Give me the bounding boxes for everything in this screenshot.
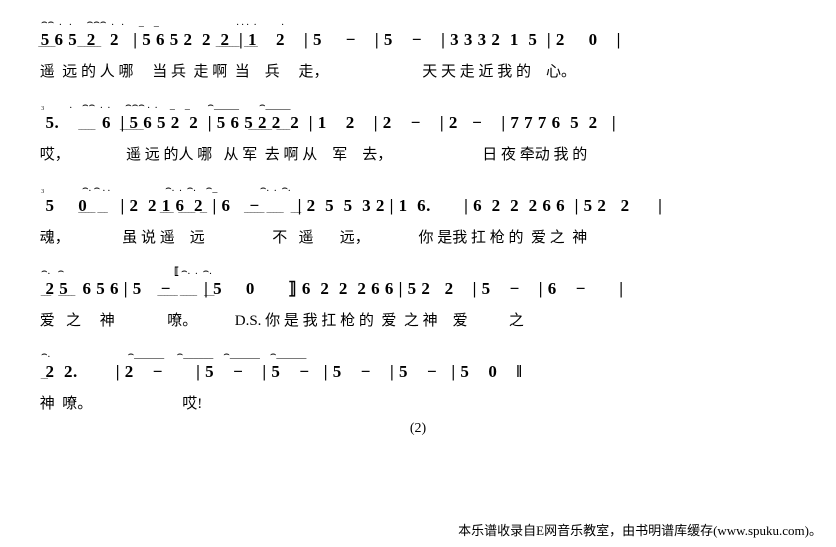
- underline-3: ‾‾‾‾‾ ‾‾‾ ‾‾‾‾ ‾‾‾‾‾ ‾‾ ‾‾‾‾‾‾ ‾‾‾‾‾ ‾‾‾: [36, 216, 800, 224]
- lyrics-4: 爱 之 神 嘹。 D.S. 你 是 我 扛 枪 的 爱 之 神 爱 之: [36, 309, 800, 330]
- accents-2: ₃ . ⌢⌢ . . ⌢⌢⌢ . . _ _ ⌢_____ ⌢_____: [36, 103, 800, 113]
- sheet-music-container: ⌢⌢ . . ⌢⌢⌢ . . _ _ . . . . . 5 6 5 2 2 |…: [0, 0, 836, 437]
- accents-3: ₃ ⌢. ⌢ . . ⌢. . ⌢. ⌢_ ⌢. . ⌢.: [36, 186, 800, 196]
- music-row-2: ₃ . ⌢⌢ . . ⌢⌢⌢ . . _ _ ⌢_____ ⌢_____ 5. …: [36, 103, 800, 164]
- lyrics-5: 神 嘹。 哎!: [36, 392, 800, 413]
- notation-5: 2 2. | 2 − | 5 − | 5 − | 5 − | 5 − | 5 0…: [36, 362, 800, 382]
- music-row-5: ⌢. ⌢______ ⌢______ ⌢______ ⌢______ 2 2. …: [36, 352, 800, 413]
- footer-credit: 本乐谱收录自E网音乐教室，由书明谱库缓存(www.spuku.com)。: [458, 520, 822, 539]
- underline-1: ‾‾‾‾‾ ‾‾‾‾‾‾‾ ‾‾‾‾‾‾‾ ‾‾‾‾: [36, 50, 800, 58]
- accents-4: ⌢. ⌢ ⟦ ⌢. . ⌢.: [36, 269, 800, 279]
- lyrics-2: 哎， 遥 远 的人 哪 从 军 去 啊 从 军 去， 日 夜 牵动 我 的: [36, 143, 800, 164]
- music-row-3: ₃ ⌢. ⌢ . . ⌢. . ⌢. ⌢_ ⌢. . ⌢. 5 0 | 2 2 …: [36, 186, 800, 247]
- lyrics-1: 遥 远 的 人 哪 当 兵 走 啊 当 兵 走， 天 天 走 近 我 的 心。: [36, 60, 800, 81]
- music-row-4: ⌢. ⌢ ⟦ ⌢. . ⌢. 2 5 6 5 6 | 5 − | 5 0 ⟧ 6…: [36, 269, 800, 330]
- music-row-1: ⌢⌢ . . ⌢⌢⌢ . . _ _ . . . . . 5 6 5 2 2 |…: [36, 20, 800, 81]
- page-number: (2): [36, 421, 800, 437]
- underline-4: ‾‾‾ ‾‾‾‾‾ ‾‾‾‾‾‾ ‾‾‾‾‾ ‾‾‾: [36, 299, 800, 307]
- lyrics-3: 魂， 虽 说 遥 远 不 遥 远， 你 是我 扛 枪 的 爱 之 神: [36, 226, 800, 247]
- accents-5: ⌢. ⌢______ ⌢______ ⌢______ ⌢______: [36, 352, 800, 362]
- accents-1: ⌢⌢ . . ⌢⌢⌢ . . _ _ . . . . .: [36, 20, 800, 30]
- underline-5: ‾‾: [36, 382, 800, 390]
- underline-2: ‾‾‾‾‾ ‾‾‾‾‾‾‾ ‾‾‾‾‾‾‾ ‾‾‾‾: [36, 133, 800, 141]
